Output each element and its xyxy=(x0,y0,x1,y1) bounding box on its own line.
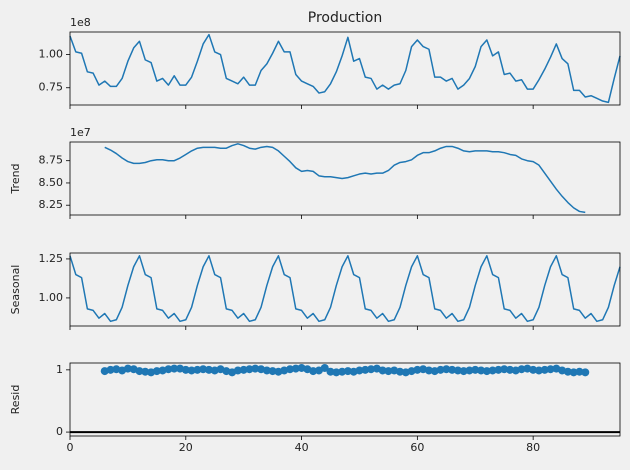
resid-point xyxy=(141,367,150,376)
resid-point xyxy=(367,365,376,374)
resid-point xyxy=(262,366,271,375)
series-line xyxy=(69,255,621,323)
resid-point xyxy=(291,364,300,373)
resid-point xyxy=(181,365,190,374)
resid-point xyxy=(326,367,335,376)
panel: Seasonal 1.00 1.25 xyxy=(9,252,621,330)
y-tick-label: 1.25 xyxy=(39,252,64,265)
resid-point xyxy=(494,365,503,374)
resid-point xyxy=(251,364,260,373)
resid-point xyxy=(471,365,480,374)
resid-point xyxy=(384,367,393,376)
y-axis-label: Seasonal xyxy=(9,265,22,315)
resid-point xyxy=(465,366,474,375)
resid-point xyxy=(245,365,254,374)
resid-point xyxy=(477,366,486,375)
resid-point xyxy=(239,365,248,374)
resid-point xyxy=(424,366,433,375)
resid-point xyxy=(488,366,497,375)
resid-point xyxy=(338,367,347,376)
resid-point xyxy=(320,363,329,372)
resid-point xyxy=(286,365,294,374)
resid-point xyxy=(309,367,318,376)
y-tick-label: 1 xyxy=(56,363,63,376)
resid-point xyxy=(164,365,173,374)
resid-point xyxy=(482,367,491,376)
resid-point xyxy=(436,365,445,374)
y-tick-label: 0 xyxy=(56,425,63,438)
axes-frame xyxy=(69,362,621,437)
y-axis-label: Trend xyxy=(9,163,22,194)
panel: Production 1e8 0.75 1.00 xyxy=(39,10,621,109)
resid-point xyxy=(459,367,468,376)
resid-point xyxy=(506,365,514,374)
offset-label: 1e8 xyxy=(70,16,91,29)
resid-point xyxy=(575,367,584,376)
offset-label: 1e7 xyxy=(70,126,91,139)
axes-frame xyxy=(69,31,621,106)
y-tick-label: 8.25 xyxy=(39,198,64,211)
y-tick-label: 8.50 xyxy=(39,176,64,189)
y-tick-label: 8.75 xyxy=(39,154,64,167)
chart-title: Production xyxy=(308,10,382,26)
resid-point xyxy=(540,365,549,374)
resid-point xyxy=(563,367,572,376)
x-tick-label: 60 xyxy=(410,441,424,454)
resid-point xyxy=(453,366,462,375)
resid-point xyxy=(355,366,364,375)
resid-point xyxy=(448,365,457,374)
x-tick-label: 80 xyxy=(526,441,540,454)
resid-point xyxy=(199,365,208,374)
series-line xyxy=(69,33,621,104)
y-tick-label: 1.00 xyxy=(39,291,64,304)
resid-point xyxy=(123,364,132,373)
resid-point xyxy=(152,367,161,376)
axes-frame xyxy=(69,252,621,327)
resid-point xyxy=(378,366,387,375)
resid-point xyxy=(442,365,451,374)
resid-point xyxy=(135,367,144,376)
y-tick-label: 0.75 xyxy=(39,81,64,94)
y-axis-label: Resid xyxy=(9,385,22,415)
x-tick-label: 0 xyxy=(67,441,74,454)
panel: 1e7 Trend 8.25 8.50 8.75 xyxy=(9,126,621,219)
resid-point xyxy=(193,365,202,374)
resid-point xyxy=(204,365,213,374)
x-tick-label: 40 xyxy=(295,441,309,454)
resid-point xyxy=(517,365,526,374)
resid-point xyxy=(569,368,578,377)
resid-point xyxy=(170,364,179,373)
resid-point xyxy=(529,365,538,374)
resid-point xyxy=(413,365,422,374)
series-line xyxy=(104,143,586,214)
x-tick-label: 20 xyxy=(179,441,193,454)
resid-point xyxy=(343,367,352,376)
resid-point xyxy=(332,368,341,377)
resid-point xyxy=(233,366,242,375)
axes-frame xyxy=(69,141,621,216)
resid-point xyxy=(187,366,196,375)
y-tick-label: 1.00 xyxy=(39,48,64,61)
resid-point xyxy=(268,367,277,376)
resid-point xyxy=(534,366,543,375)
resid-point xyxy=(500,365,509,374)
resid-point xyxy=(361,365,370,374)
resid-point xyxy=(546,365,555,374)
resid-point xyxy=(106,365,115,374)
resid-point xyxy=(396,367,404,376)
resid-point xyxy=(581,368,590,377)
